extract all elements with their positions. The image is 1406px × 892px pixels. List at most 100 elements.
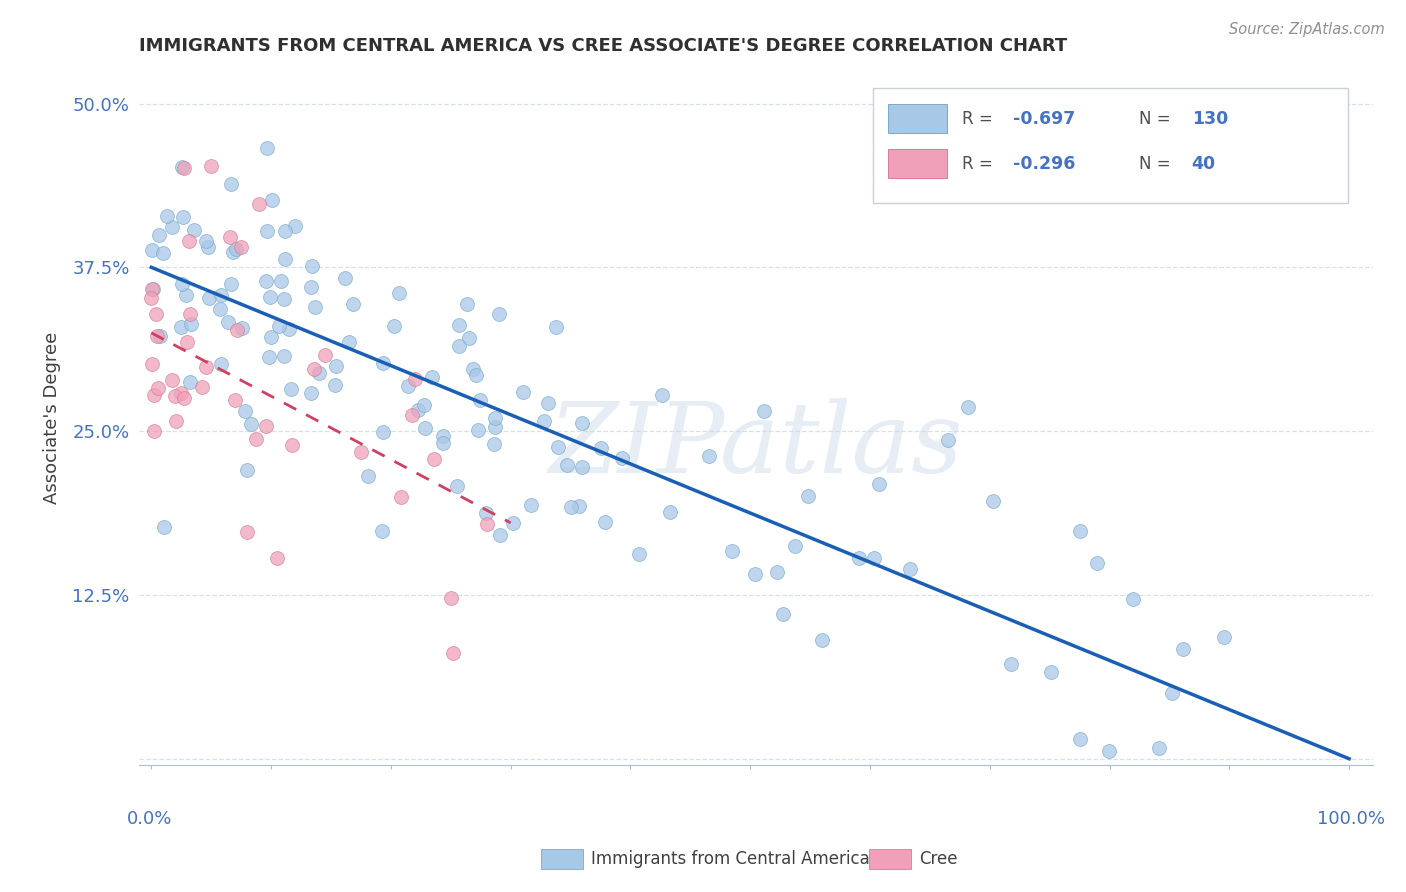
Point — [254, 274, 277, 288]
Point — [174, 288, 197, 302]
Point — [1069, 524, 1091, 538]
Text: 100.0%: 100.0% — [1317, 811, 1385, 829]
Point — [754, 404, 776, 418]
Point — [1147, 741, 1170, 756]
Point — [299, 385, 322, 400]
Point — [299, 279, 322, 293]
Point — [191, 380, 214, 394]
Point — [863, 550, 886, 565]
Point — [200, 159, 222, 173]
Point — [547, 440, 569, 454]
Point — [209, 302, 232, 317]
Point — [560, 500, 582, 515]
Point — [396, 379, 419, 393]
Point — [1069, 732, 1091, 747]
Point — [260, 194, 283, 208]
Point — [555, 458, 578, 472]
Point — [165, 414, 187, 428]
Point — [389, 490, 412, 504]
Point — [165, 389, 187, 403]
Point — [373, 425, 395, 439]
Point — [260, 329, 283, 343]
Point — [257, 351, 280, 365]
Point — [456, 297, 478, 311]
Point — [957, 400, 980, 414]
Point — [468, 392, 491, 407]
Point — [537, 395, 560, 409]
Point — [146, 329, 169, 343]
Point — [589, 441, 612, 455]
Point — [195, 360, 218, 375]
Point — [143, 388, 166, 402]
Point — [413, 421, 436, 435]
Text: -0.296: -0.296 — [1012, 155, 1076, 173]
Point — [571, 460, 593, 475]
Text: -0.697: -0.697 — [1012, 110, 1076, 128]
Point — [446, 479, 468, 493]
Point — [484, 420, 506, 434]
Point — [148, 227, 170, 242]
Point — [412, 398, 434, 412]
Point — [488, 307, 510, 321]
Point — [502, 516, 524, 531]
Point — [145, 307, 167, 321]
Point — [1098, 743, 1121, 757]
Point — [170, 386, 193, 401]
Point — [721, 544, 744, 558]
Point — [236, 524, 259, 539]
Point — [697, 449, 720, 463]
Point — [936, 433, 959, 447]
Point — [342, 297, 364, 311]
Point — [432, 435, 454, 450]
Point — [156, 209, 179, 223]
Text: Source: ZipAtlas.com: Source: ZipAtlas.com — [1229, 22, 1385, 37]
Point — [1087, 556, 1109, 570]
Point — [301, 260, 323, 274]
Point — [219, 178, 242, 192]
Point — [475, 517, 498, 532]
Point — [388, 286, 411, 301]
Point — [333, 271, 356, 285]
Point — [772, 607, 794, 621]
Point — [231, 321, 253, 335]
Point — [440, 591, 463, 605]
Point — [141, 282, 163, 296]
Point — [449, 339, 471, 353]
Point — [981, 494, 1004, 508]
Point — [337, 334, 360, 349]
Point — [1161, 686, 1184, 700]
Point — [766, 565, 789, 579]
Point — [266, 550, 288, 565]
Point — [325, 359, 347, 373]
Point — [432, 429, 454, 443]
Text: 40: 40 — [1192, 155, 1216, 173]
FancyBboxPatch shape — [873, 88, 1348, 202]
Point — [141, 291, 163, 305]
Text: ZIPatlas: ZIPatlas — [548, 398, 963, 493]
Y-axis label: Associate's Degree: Associate's Degree — [44, 332, 60, 504]
Point — [259, 290, 281, 304]
Point — [610, 450, 633, 465]
Point — [484, 436, 506, 450]
Point — [245, 433, 267, 447]
Point — [224, 392, 246, 407]
Point — [868, 477, 890, 491]
Point — [447, 318, 470, 332]
Point — [357, 469, 380, 483]
Point — [160, 220, 183, 235]
Point — [146, 381, 169, 395]
Point — [172, 210, 194, 224]
Point — [1212, 630, 1234, 644]
Point — [284, 219, 307, 233]
Point — [744, 566, 766, 581]
Point — [229, 240, 252, 254]
Point — [461, 362, 484, 376]
Point — [233, 404, 256, 418]
Point — [176, 334, 198, 349]
Point — [149, 329, 172, 343]
Point — [141, 244, 163, 258]
Point — [308, 366, 330, 380]
Point — [273, 349, 295, 363]
Point — [350, 444, 373, 458]
Point — [152, 245, 174, 260]
